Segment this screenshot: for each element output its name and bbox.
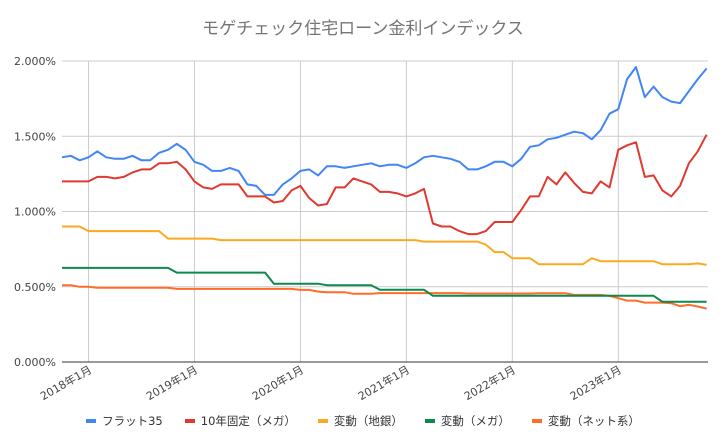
series-line-3 — [62, 266, 707, 303]
series-line-2 — [62, 225, 707, 266]
y-tick-label: 0.500% — [14, 281, 56, 294]
legend-label: 変動（メガ） — [440, 414, 510, 428]
series-line-0 — [61, 66, 708, 196]
legend-swatch — [531, 419, 542, 423]
gridlines — [62, 60, 708, 363]
legend-swatch — [424, 419, 435, 423]
y-tick-label: 2.000% — [14, 55, 56, 68]
legend-item[interactable]: 変動（ネット系） — [531, 413, 640, 429]
legend-label: 変動（ネット系） — [547, 414, 640, 428]
x-tick-label: 2022年1月 — [461, 362, 517, 403]
x-tick-label: 2020年1月 — [250, 362, 306, 403]
series-lines — [61, 66, 708, 310]
legend-label: 変動（地銀） — [333, 414, 403, 428]
y-tick-label: 1.500% — [14, 130, 56, 143]
series-line-1 — [62, 134, 708, 236]
legend-swatch — [317, 419, 328, 423]
x-tick-label: 2023年1月 — [567, 362, 623, 403]
series-line-4 — [62, 284, 707, 310]
legend-swatch — [184, 419, 195, 423]
legend-item[interactable]: フラット35 — [86, 413, 163, 429]
legend-item[interactable]: 変動（メガ） — [424, 413, 510, 429]
x-axis-ticks: 2018年1月 2019年1月 2020年1月 2021年1月 2022年1月 2023年… — [38, 362, 624, 403]
y-tick-label: 1.000% — [14, 206, 56, 219]
legend-label: フラット35 — [102, 414, 163, 428]
x-tick-label: 2019年1月 — [144, 362, 200, 403]
legend-label: 10年固定（メガ） — [200, 414, 296, 428]
legend-item[interactable]: 変動（地銀） — [317, 413, 403, 429]
legend-swatch — [86, 419, 97, 423]
legend: フラット35 10年固定（メガ） 変動（地銀） 変動（メガ） 変動（ネット系） — [0, 413, 726, 429]
x-tick-label: 2021年1月 — [356, 362, 412, 403]
y-tick-label: 0.000% — [14, 356, 56, 369]
legend-item[interactable]: 10年固定（メガ） — [184, 413, 296, 429]
chart-title: モゲチェック住宅ローン金利インデックス — [202, 18, 524, 39]
y-axis-ticks: 0.000% 0.500% 1.000% 1.500% 2.000% — [14, 55, 56, 369]
